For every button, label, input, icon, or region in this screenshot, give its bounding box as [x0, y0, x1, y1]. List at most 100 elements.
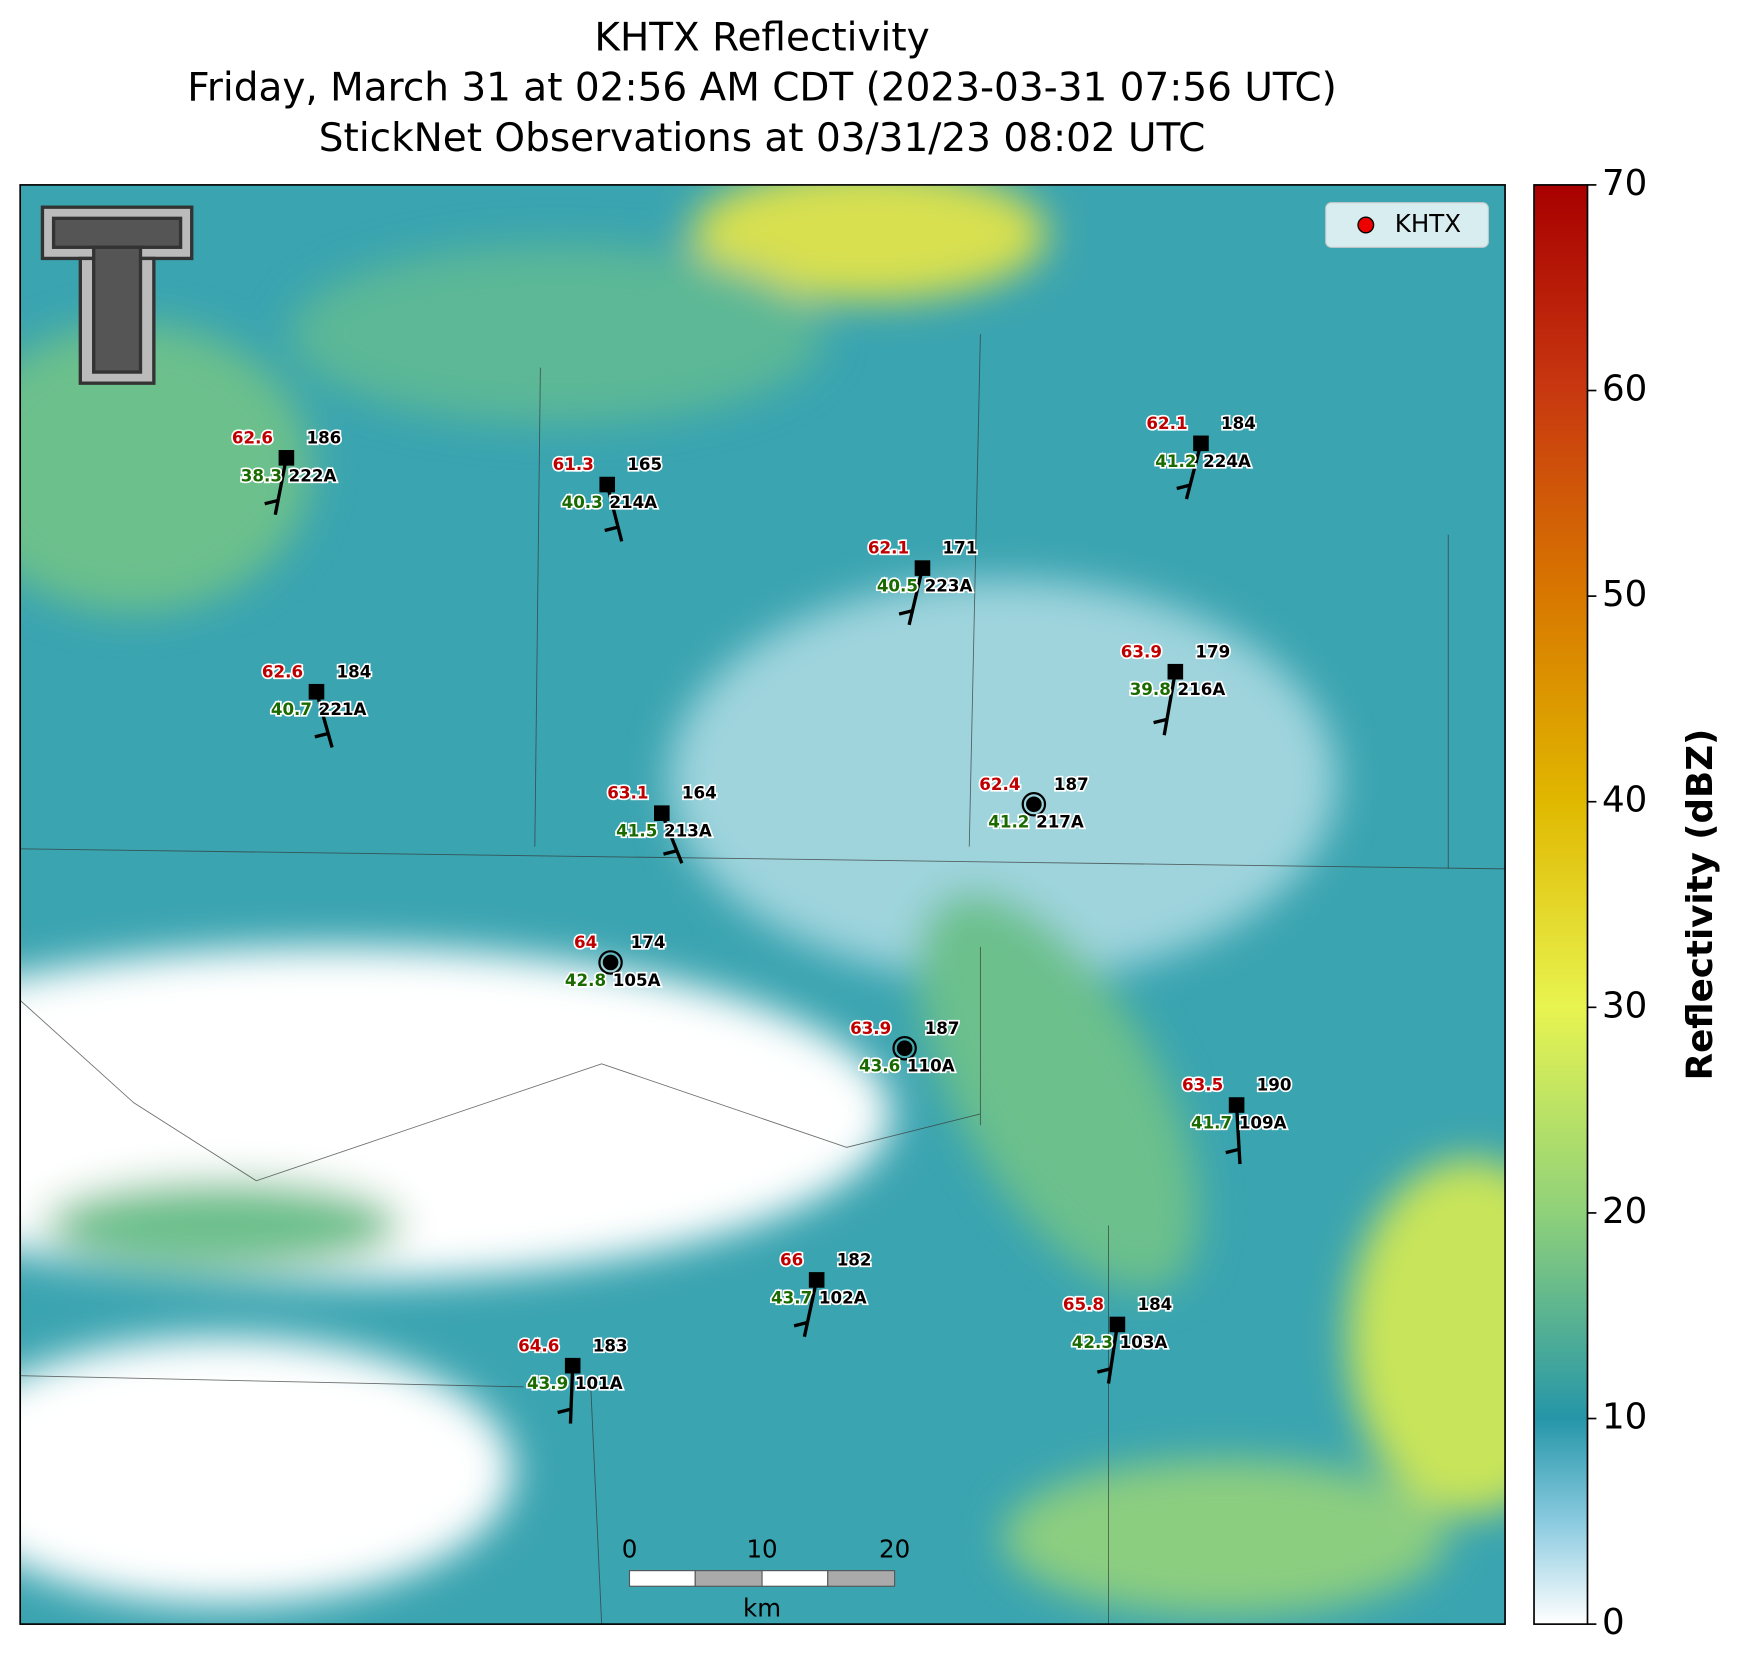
temperature: 62.4 — [979, 774, 1020, 794]
pressure: 183 — [593, 1335, 628, 1355]
station-id: 105A — [613, 970, 661, 990]
temperature: 62.1 — [1146, 413, 1187, 433]
wind-barb-flag — [264, 498, 279, 506]
pressure: 187 — [925, 1018, 960, 1038]
wind-barb — [907, 567, 925, 626]
station-id: 216A — [1178, 679, 1226, 699]
colorbar — [1533, 184, 1589, 1625]
calm-circle — [598, 950, 623, 975]
station-plot: 62.6 186 38.3 222A — [230, 426, 343, 515]
pressure: 164 — [682, 783, 717, 803]
station-plot: 61.3 165 40.3 214A — [551, 452, 664, 542]
station-plot: 63.1 164 41.5 213A — [606, 781, 718, 864]
station-marker — [1109, 1316, 1126, 1333]
dewpoint: 40.3 — [562, 492, 603, 512]
colorbar-tick-label: 40 — [1602, 780, 1647, 821]
station-plot: 63.9 179 39.8 216A — [1119, 640, 1232, 736]
station-plot: 62.4 187 41.2 217A — [978, 772, 1091, 833]
scale-tick-label: 10 — [746, 1535, 777, 1564]
legend-marker — [1357, 216, 1375, 234]
wind-barb-flag — [1153, 717, 1168, 725]
dewpoint: 42.3 — [1072, 1332, 1113, 1352]
station-marker — [308, 683, 325, 700]
station-id: 102A — [819, 1287, 867, 1307]
station-marker — [1026, 796, 1042, 813]
colorbar-tick-label: 50 — [1602, 574, 1647, 615]
station-marker — [599, 476, 616, 493]
wind-barb-flag — [1096, 1367, 1112, 1374]
wind-barb-flag — [314, 731, 329, 739]
wind-barb — [314, 691, 334, 748]
station-marker — [896, 1040, 913, 1057]
pressure: 165 — [627, 454, 662, 474]
station-plot: 62.1 184 41.2 224A — [1145, 411, 1258, 500]
pressure: 190 — [1257, 1075, 1292, 1095]
station-plot: 65.8 184 42.3 103A — [1061, 1292, 1174, 1384]
station-marker — [1228, 1097, 1245, 1113]
station-plot: 62.6 184 40.7 221A — [260, 660, 373, 748]
scale-bar: km — [628, 1570, 896, 1623]
wind-barb-flag — [557, 1407, 572, 1415]
station-plot: 62.1 171 40.5 223A — [866, 536, 979, 626]
station-id: 109A — [1239, 1112, 1287, 1132]
temperature: 62.6 — [262, 661, 303, 681]
dewpoint: 43.7 — [771, 1287, 812, 1307]
colorbar-tick-label: 30 — [1602, 985, 1647, 1026]
station-id: 103A — [1120, 1332, 1168, 1352]
temperature: 63.9 — [850, 1018, 891, 1038]
temperature: 64.6 — [518, 1335, 559, 1355]
title-line: KHTX Reflectivity — [594, 16, 929, 61]
pressure: 184 — [1221, 413, 1256, 433]
wind-barb — [660, 812, 684, 864]
wind-barb-flag — [1225, 1147, 1240, 1155]
dewpoint: 41.2 — [988, 812, 1029, 832]
pressure: 174 — [631, 932, 666, 952]
wind-barb-flag — [793, 1320, 808, 1328]
dewpoint: 43.9 — [527, 1373, 568, 1393]
calm-circle — [1021, 792, 1047, 817]
calm-circle — [892, 1035, 917, 1061]
title-line: StickNet Observations at 03/31/23 08:02 … — [319, 116, 1206, 161]
dewpoint: 41.7 — [1191, 1112, 1232, 1132]
station-plot: 64 174 42.8 105A — [563, 930, 667, 991]
station-marker — [1167, 663, 1184, 680]
station-id: 101A — [575, 1373, 623, 1393]
wind-barb — [1184, 442, 1203, 500]
temperature: 62.6 — [232, 427, 273, 447]
pressure: 182 — [837, 1249, 872, 1269]
temperature: 63.9 — [1121, 641, 1162, 661]
wind-barb — [605, 484, 624, 542]
station-id: 110A — [907, 1056, 955, 1076]
title-line: Friday, March 31 at 02:56 AM CDT (2023-0… — [187, 66, 1337, 111]
temperature: 62.1 — [868, 538, 909, 558]
colorbar-tick-label: 70 — [1602, 163, 1647, 204]
station-id: 213A — [664, 821, 712, 841]
dewpoint: 40.5 — [877, 576, 918, 596]
station-marker — [654, 805, 670, 821]
station-id: 223A — [925, 576, 973, 596]
dewpoint: 41.2 — [1155, 451, 1196, 471]
station-id: 224A — [1203, 451, 1251, 471]
station-plot: 63.9 187 43.6 110A — [848, 1016, 961, 1077]
wind-barb — [273, 457, 289, 515]
wind-barb — [802, 1279, 819, 1338]
wind-barb — [1106, 1324, 1120, 1384]
wind-barb-flag — [1176, 483, 1191, 491]
dewpoint: 38.3 — [241, 465, 282, 485]
plot-frame — [19, 184, 1506, 1625]
station-plot: 64.6 183 43.9 101A — [516, 1334, 629, 1424]
wind-barb — [1162, 671, 1177, 736]
temperature: 61.3 — [553, 454, 594, 474]
dewpoint: 40.7 — [271, 699, 312, 719]
pressure: 171 — [943, 538, 978, 558]
colorbar-tick-label: 60 — [1602, 369, 1647, 410]
scale-tick-label: 0 — [622, 1535, 638, 1564]
station-marker — [808, 1272, 825, 1288]
temperature: 65.8 — [1063, 1294, 1104, 1314]
station-id: 217A — [1036, 812, 1084, 832]
station-marker — [602, 954, 619, 971]
station-marker — [914, 560, 931, 576]
temperature: 63.1 — [607, 783, 648, 803]
dewpoint: 39.8 — [1130, 679, 1171, 699]
